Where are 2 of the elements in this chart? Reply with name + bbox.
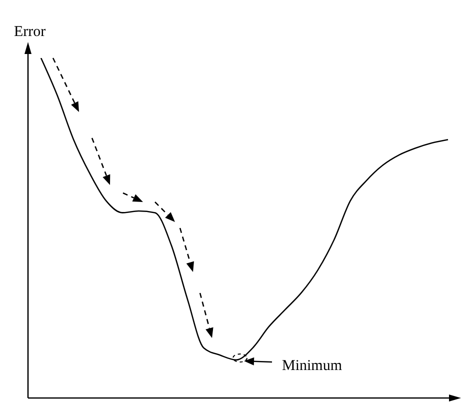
annotation: Minimum [282,358,342,374]
y-axis-title: Error [14,24,46,40]
